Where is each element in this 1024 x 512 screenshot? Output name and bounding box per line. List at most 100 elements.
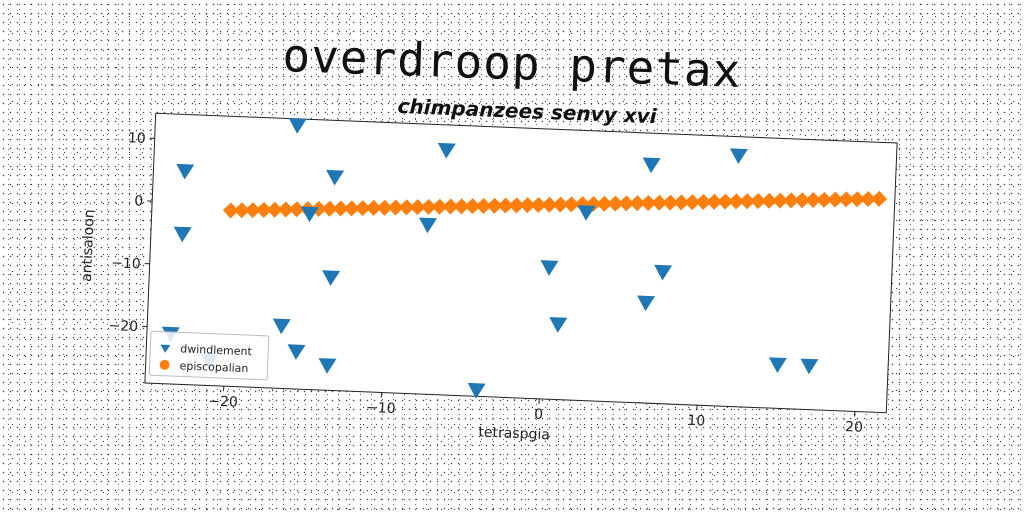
- episcopalian-point: [662, 194, 679, 211]
- episcopalian-point: [409, 199, 426, 216]
- series-dwindlement: [161, 118, 819, 399]
- plot-frame: [144, 112, 898, 414]
- episcopalian-point: [607, 195, 624, 212]
- episcopalian-point: [739, 193, 756, 210]
- episcopalian-point: [321, 200, 338, 217]
- dwindlement-point: [272, 318, 291, 335]
- episcopalian-point: [332, 200, 349, 217]
- episcopalian-point: [695, 194, 712, 210]
- legend-label-episcopalian: episcopalian: [179, 359, 248, 375]
- x-tick-label: 20: [845, 419, 863, 436]
- episcopalian-point: [849, 191, 866, 208]
- chart-container: chimpanzees senvy xvi −20 −10 0 10 20 −20 −10…: [79, 94, 898, 443]
- episcopalian-point: [838, 191, 855, 208]
- x-tick-label: −10: [366, 400, 396, 417]
- episcopalian-point: [816, 191, 833, 208]
- dwindlement-point: [437, 142, 456, 159]
- episcopalian-point: [629, 195, 646, 212]
- episcopalian-point: [871, 190, 888, 207]
- episcopalian-point: [805, 192, 822, 209]
- episcopalian-point: [519, 197, 536, 214]
- legend-label-dwindlement: dwindlement: [180, 342, 253, 358]
- y-axis-label: antisaloon: [79, 209, 98, 282]
- episcopalian-point: [684, 194, 701, 211]
- x-axis: −20 −10 0 10 20: [208, 386, 863, 436]
- episcopalian-point: [673, 194, 690, 211]
- legend-marker-dwindlement: [160, 344, 171, 353]
- dwindlement-point: [654, 264, 673, 281]
- dwindlement-point: [540, 260, 559, 276]
- legend: dwindlement episcopalian: [148, 330, 270, 381]
- episcopalian-point: [541, 196, 558, 213]
- episcopalian-point: [750, 193, 767, 209]
- dwindlement-point: [173, 226, 192, 243]
- episcopalian-point: [266, 201, 283, 218]
- episcopalian-point: [596, 195, 613, 212]
- dwindlement-point: [642, 157, 661, 174]
- dwindlement-point: [419, 217, 438, 234]
- episcopalian-point: [222, 202, 239, 219]
- episcopalian-point: [398, 199, 415, 216]
- episcopalian-point: [651, 194, 668, 211]
- dwindlement-point: [322, 270, 341, 286]
- episcopalian-point: [860, 191, 877, 208]
- episcopalian-point: [772, 192, 789, 209]
- chart: chimpanzees senvy xvi −20 −10 0 10 20 −20 −10…: [79, 94, 898, 443]
- episcopalian-point: [761, 192, 778, 209]
- dwindlement-point: [287, 344, 306, 360]
- dwindlement-point: [729, 148, 748, 165]
- dwindlement-point: [288, 118, 307, 134]
- x-tick-label: 0: [534, 407, 544, 423]
- episcopalian-point: [640, 194, 657, 211]
- episcopalian-point: [497, 197, 514, 214]
- episcopalian-point: [783, 192, 800, 209]
- dwindlement-point: [800, 358, 819, 375]
- y-tick-label: 0: [134, 193, 144, 209]
- episcopalian-point: [453, 198, 470, 215]
- legend-box: [148, 330, 270, 381]
- episcopalian-point: [618, 195, 635, 212]
- dwindlement-point: [326, 169, 345, 186]
- episcopalian-point: [354, 200, 371, 217]
- episcopalian-point: [343, 200, 360, 217]
- episcopalian-point: [794, 192, 811, 209]
- episcopalian-point: [255, 201, 272, 218]
- episcopalian-point: [827, 191, 844, 208]
- episcopalian-point: [420, 198, 437, 215]
- dwindlement-point: [318, 358, 337, 374]
- episcopalian-point: [464, 198, 481, 215]
- episcopalian-point: [365, 199, 382, 216]
- dwindlement-point: [467, 382, 486, 399]
- y-axis: −20 −10 0 10: [108, 130, 155, 335]
- episcopalian-point: [475, 197, 492, 214]
- dwindlement-point: [637, 295, 656, 312]
- episcopalian-point: [706, 193, 723, 210]
- episcopalian-point: [277, 201, 294, 218]
- episcopalian-point: [244, 202, 261, 219]
- y-tick-label: −20: [108, 318, 138, 335]
- x-tick-label: 10: [687, 413, 705, 430]
- episcopalian-point: [387, 199, 404, 216]
- episcopalian-point: [486, 197, 503, 214]
- dwindlement-point: [176, 163, 195, 180]
- y-tick-label: 10: [128, 130, 146, 147]
- episcopalian-point: [563, 196, 580, 213]
- legend-marker-episcopalian: [159, 359, 170, 370]
- y-tick-label: −10: [111, 255, 141, 272]
- chart-subtitle: chimpanzees senvy xvi: [397, 94, 658, 128]
- episcopalian-point: [552, 196, 569, 213]
- episcopalian-point: [442, 198, 459, 215]
- x-tick-label: −20: [208, 394, 238, 411]
- episcopalian-point: [288, 201, 305, 218]
- dwindlement-point: [577, 205, 596, 221]
- episcopalian-point: [508, 197, 525, 214]
- x-axis-label: tetraspgia: [478, 424, 550, 443]
- episcopalian-point: [717, 193, 734, 210]
- dwindlement-point: [300, 206, 319, 223]
- dwindlement-point: [768, 357, 787, 373]
- episcopalian-point: [728, 193, 745, 210]
- episcopalian-point: [431, 198, 448, 215]
- episcopalian-point: [376, 199, 393, 216]
- episcopalian-point: [530, 196, 547, 213]
- dwindlement-point: [549, 317, 568, 333]
